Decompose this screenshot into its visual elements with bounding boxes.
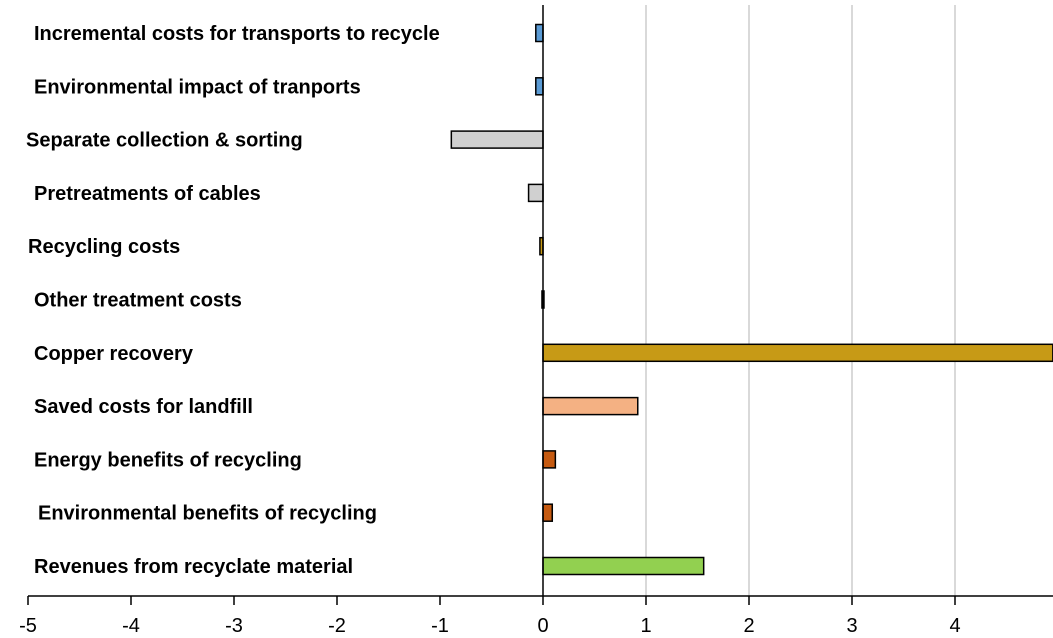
bar [542, 556, 705, 576]
category-label: Copper recovery [34, 343, 194, 365]
x-tick-label: -2 [328, 615, 346, 637]
bars [450, 23, 1053, 576]
gridlines [645, 5, 956, 596]
bar [450, 130, 544, 149]
bar [542, 450, 557, 469]
category-label: Revenues from recyclate material [34, 556, 353, 578]
x-tick-label: 0 [537, 615, 548, 637]
category-label: Pretreatments of cables [34, 183, 261, 205]
x-tick-label: 3 [846, 615, 857, 637]
category-labels: Incremental costs for transports to recy… [26, 23, 440, 578]
category-label: Saved costs for landfill [34, 396, 253, 418]
category-label: Other treatment costs [34, 290, 242, 312]
x-axis [27, 5, 1053, 605]
category-label: Energy benefits of recycling [34, 449, 302, 471]
category-label: Environmental benefits of recycling [38, 503, 377, 525]
x-tick-label: -3 [225, 615, 243, 637]
bar [535, 23, 544, 43]
category-label: Incremental costs for transports to recy… [34, 23, 440, 45]
bar [542, 343, 1053, 363]
bar [527, 183, 544, 203]
category-label: Environmental impact of tranports [34, 76, 361, 98]
x-tick-label: -4 [122, 615, 140, 637]
bar [542, 503, 554, 522]
x-tick-label: 2 [743, 615, 754, 637]
bar [535, 77, 544, 96]
category-label: Recycling costs [28, 236, 180, 258]
x-tick-labels: -5 -4 -3 -2 -1 0 1 2 3 4 [19, 615, 960, 637]
x-tick-label: -1 [431, 615, 449, 637]
category-label: Separate collection & sorting [26, 130, 303, 152]
x-tick-label: 4 [949, 615, 960, 637]
x-tick-label: 1 [640, 615, 651, 637]
bar [542, 396, 639, 416]
x-tick-label: -5 [19, 615, 37, 637]
